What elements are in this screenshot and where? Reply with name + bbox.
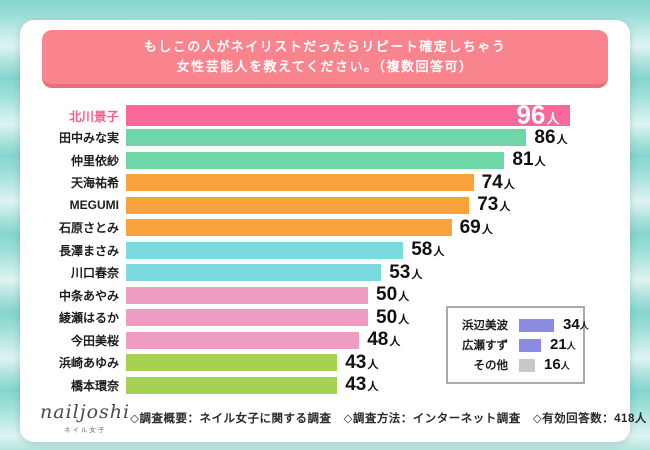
bar-value: 58人: [411, 239, 445, 261]
survey-card: もしこの人がネイリストだったらリピート確定しちゃう 女性芸能人を教えてください。…: [20, 20, 646, 442]
note-survey-overview: ◇調査概要：ネイル女子に関する調査: [130, 413, 332, 425]
bar: [126, 376, 338, 394]
bar-value: 73人: [477, 194, 511, 216]
bar-label: 綾瀬はるか: [58, 311, 119, 326]
legend-row: 広瀬すず 21人: [458, 335, 576, 355]
bar-label: 中条あやみ: [58, 288, 119, 303]
bar-value: 81人: [512, 149, 546, 171]
bar: [126, 309, 368, 327]
bar-area: 43人: [126, 352, 630, 374]
bar-value: 50人: [376, 306, 410, 328]
inset-legend-box: 浜辺美波 34人広瀬すず 21人その他 16人: [446, 306, 589, 384]
bar: [126, 286, 368, 304]
bar-value: 69人: [459, 216, 493, 238]
bar: [126, 151, 505, 169]
question-line-1: もしこの人がネイリストだったらリピート確定しちゃう: [143, 39, 507, 54]
chart-row: 浜崎あゆみ 43人: [20, 352, 630, 375]
bar-value: 50人: [376, 284, 410, 306]
nailjoshi-logo: nailjoshi ネイル女子: [40, 402, 130, 434]
logo-subtext: ネイル女子: [63, 427, 107, 434]
footer: nailjoshi ネイル女子 ◇調査概要：ネイル女子に関する調査 ◇調査方法：…: [20, 402, 646, 434]
bar: 96人: [126, 100, 571, 130]
legend-value: 21人: [550, 336, 576, 353]
legend-row: 浜辺美波 34人: [458, 315, 589, 335]
bar-area: 86人: [126, 127, 630, 149]
bar-label: 今田美桜: [70, 333, 119, 348]
bar-area: 69人: [126, 217, 630, 239]
bar-area: 81人: [126, 149, 630, 171]
bar-value: 53人: [389, 261, 423, 283]
legend-label: その他: [473, 360, 509, 372]
bar-area: 73人: [126, 194, 630, 216]
bar-value: 96人: [516, 99, 560, 130]
bar: [126, 174, 474, 192]
bar-value: 43人: [345, 374, 379, 396]
chart-row: 北川景子 96人: [20, 100, 630, 130]
bar-label: 川口春奈: [70, 266, 119, 281]
chart-row: 綾瀬はるか 50人: [20, 307, 630, 330]
bar-value: 86人: [534, 126, 568, 148]
bar-area: 74人: [126, 172, 630, 194]
chart-row: 田中みな実 86人: [20, 127, 630, 150]
legend-bar: [519, 358, 535, 372]
bar-area: 53人: [126, 262, 630, 284]
legend-bar: [519, 338, 541, 352]
bar-chart: 北川景子 96人 田中みな実 86人 仲里依紗 81人 天海祐希 74人 MEGUMI 73人 石原…: [20, 100, 630, 397]
bar-area: 96人: [126, 100, 630, 130]
chart-row: 長澤まさみ 58人: [20, 239, 630, 262]
chart-row: 今田美桜 48人: [20, 329, 630, 352]
bar-label: 橋本環奈: [70, 378, 119, 393]
logo-text: nailjoshi: [40, 401, 131, 423]
bar-label: 天海祐希: [70, 176, 119, 191]
bar-value: 43人: [345, 351, 379, 373]
bar-label: 仲里依紗: [70, 153, 119, 168]
chart-row: 天海祐希 74人: [20, 172, 630, 195]
bar: [126, 196, 470, 214]
chart-row: 橋本環奈 43人: [20, 374, 630, 397]
chart-row: MEGUMI 73人: [20, 194, 630, 217]
legend-value: 16人: [544, 356, 570, 373]
chart-row: 川口春奈 53人: [20, 262, 630, 285]
note-valid-responses: ◇有効回答数：418人: [532, 413, 647, 425]
bar-area: 50人: [126, 307, 630, 329]
bar-label: 浜崎あゆみ: [58, 356, 119, 371]
legend-value: 34人: [563, 316, 589, 333]
bar: [126, 331, 360, 349]
bar: [126, 354, 338, 372]
legend-label: 広瀬すず: [462, 340, 508, 352]
bar-label: 長澤まさみ: [58, 243, 119, 258]
bar-label: 田中みな実: [58, 131, 119, 146]
bar-area: 58人: [126, 239, 630, 261]
note-survey-method: ◇調査方法：インターネット調査: [343, 413, 521, 425]
bar-area: 50人: [126, 284, 630, 306]
bar-area: 43人: [126, 374, 630, 396]
bar: [126, 264, 382, 282]
chart-row: 仲里依紗 81人: [20, 149, 630, 172]
legend-bar: [519, 318, 554, 332]
legend-label: 浜辺美波: [462, 320, 508, 332]
question-banner: もしこの人がネイリストだったらリピート確定しちゃう 女性芸能人を教えてください。…: [42, 30, 608, 88]
survey-notes: ◇調査概要：ネイル女子に関する調査 ◇調査方法：インターネット調査 ◇有効回答数…: [130, 410, 647, 426]
bar: [126, 129, 527, 147]
question-line-2: 女性芸能人を教えてください。（複数回答可）: [176, 59, 474, 74]
bar-value: 48人: [367, 329, 401, 351]
bar: [126, 241, 404, 259]
legend-row: その他 16人: [458, 355, 573, 375]
chart-row: 石原さとみ 69人: [20, 217, 630, 240]
chart-row: 中条あやみ 50人: [20, 284, 630, 307]
bar-area: 48人: [126, 329, 630, 351]
bar-label: 石原さとみ: [58, 221, 119, 236]
bar-label: MEGUMI: [69, 198, 119, 213]
bar-value: 74人: [481, 171, 515, 193]
bar: [126, 219, 452, 237]
bar-label: 北川景子: [68, 109, 119, 124]
